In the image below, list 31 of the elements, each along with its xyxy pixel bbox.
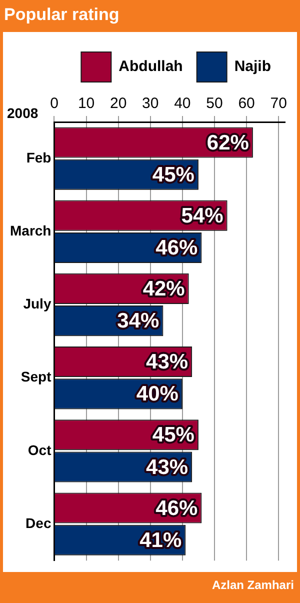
data-label: 46% [156,236,198,260]
y-tick-label: July [23,296,52,312]
x-tick-label: 10 [78,95,95,112]
y-tick-label: Oct [28,442,52,458]
data-label: 43% [146,456,188,479]
legend-label: Najib [234,58,272,76]
x-tick-label: 40 [174,95,191,112]
data-label: 34% [117,310,160,333]
y-axis-title: 2008 [7,104,38,121]
data-label: 40% [136,382,179,406]
x-tick-label: 50 [206,95,223,112]
legend-label: Abdullah [118,58,183,76]
y-tick-label: Sept [20,368,52,385]
data-label: 43% [146,350,188,374]
chart-title: Popular rating [4,5,120,25]
x-tick-label: 30 [142,95,159,112]
text: Azlan Zamhari [212,578,294,592]
x-tick-label: 0 [50,95,58,112]
data-label: 42% [142,277,186,300]
x-tick-label: 20 [110,95,127,112]
x-tick-label: 60 [238,95,255,112]
data-label: 45% [152,424,195,447]
y-tick-label: March [10,222,52,239]
data-label: 41% [140,528,182,552]
data-label: 45% [152,163,195,186]
y-tick-label: Dec [26,514,52,531]
data-label: 46% [156,496,198,520]
data-label: 54% [181,204,224,228]
y-tick-label: Feb [26,149,52,166]
x-tick-label: 70 [270,95,287,112]
data-label: 62% [206,131,250,154]
